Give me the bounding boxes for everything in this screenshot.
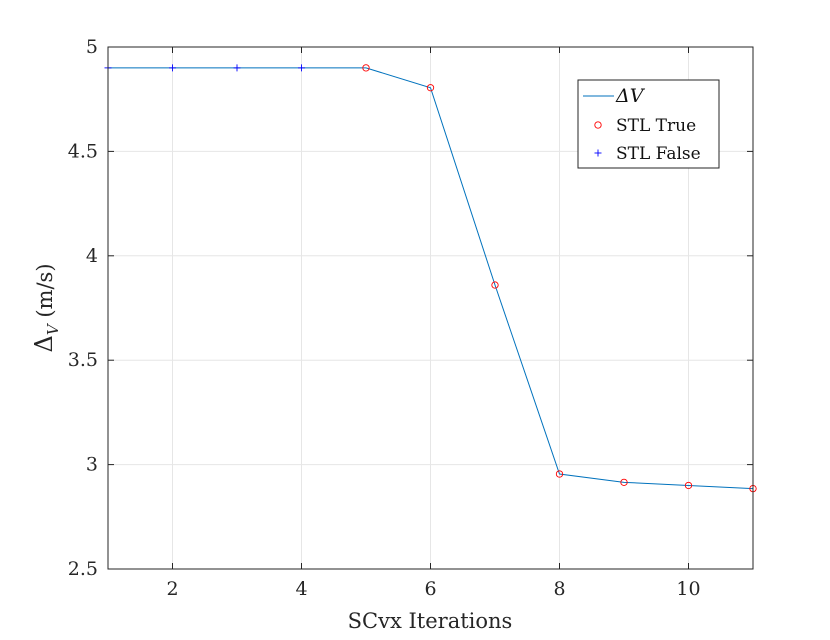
y-tick-label: 3.5 bbox=[68, 349, 98, 371]
x-tick-label: 6 bbox=[424, 578, 436, 600]
x-tick-label: 10 bbox=[676, 578, 700, 600]
stl-true-marker bbox=[491, 281, 499, 289]
y-axis-title-subscript: V bbox=[44, 322, 62, 335]
tick-labels: 2 4 6 8 10 2.5 3 3.5 4 4.5 5 bbox=[68, 36, 701, 600]
y-tick-label: 2.5 bbox=[68, 558, 98, 580]
stl-true-marker bbox=[426, 84, 435, 92]
stl-true-marker bbox=[555, 470, 564, 478]
legend: ΔV STL True STL False bbox=[577, 79, 720, 169]
x-axis-title: SCvx Iterations bbox=[348, 609, 513, 633]
stl-false-marker bbox=[169, 64, 176, 72]
y-axis-title: ΔV (m/s) bbox=[30, 263, 62, 352]
stl-true-marker bbox=[362, 64, 370, 72]
ticks bbox=[108, 46, 753, 570]
y-axis-title-base: Δ bbox=[30, 335, 58, 352]
x-tick-label: 4 bbox=[295, 578, 307, 600]
y-tick-label: 4.5 bbox=[68, 140, 98, 162]
legend-label-stl-true: STL True bbox=[616, 116, 696, 136]
x-tick-label: 2 bbox=[166, 578, 178, 600]
stl-true-marker bbox=[684, 481, 693, 490]
x-tick-label: 8 bbox=[553, 578, 565, 600]
series-layer bbox=[104, 64, 757, 493]
y-tick-label: 5 bbox=[86, 36, 98, 58]
legend-circle-swatch bbox=[594, 121, 602, 129]
y-tick-label: 3 bbox=[86, 454, 98, 476]
stl-false-marker bbox=[233, 64, 241, 72]
legend-plus-swatch bbox=[594, 149, 602, 157]
legend-label-delta-v: ΔV bbox=[615, 85, 646, 107]
y-tick-label: 4 bbox=[86, 245, 98, 267]
legend-label-stl-false: STL False bbox=[616, 144, 701, 164]
delta-v-line bbox=[108, 67, 754, 490]
y-axis-title-units: (m/s) bbox=[33, 263, 57, 324]
stl-true-marker bbox=[620, 478, 628, 486]
stl-false-marker bbox=[298, 64, 305, 72]
